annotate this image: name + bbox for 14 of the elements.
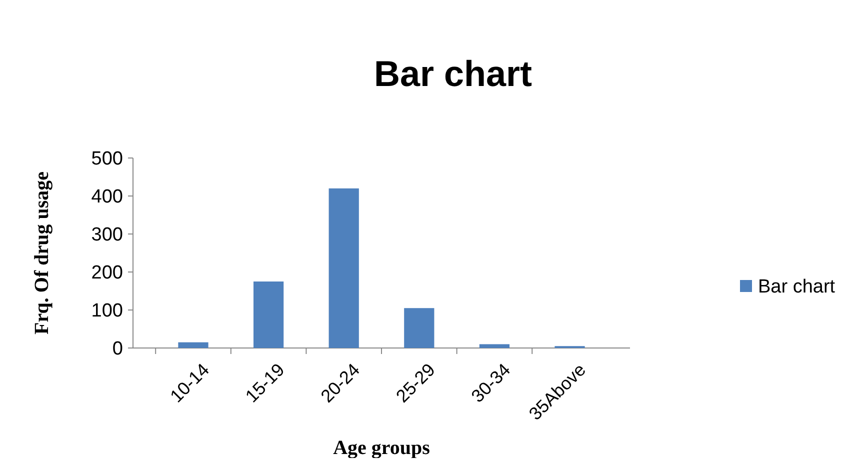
y-tick-label: 0 — [112, 338, 123, 360]
y-axis-title: Frq. Of drug usage — [31, 171, 53, 334]
bar — [178, 342, 208, 348]
y-tick-label: 400 — [91, 186, 123, 208]
y-tick-label: 500 — [91, 148, 123, 170]
bar — [328, 188, 359, 348]
chart-title: Bar chart — [374, 53, 532, 94]
y-tick-label: 300 — [91, 224, 123, 246]
bar — [479, 344, 510, 348]
bar — [253, 282, 284, 348]
legend-label: Bar chart — [758, 276, 836, 298]
y-tick-label: 200 — [91, 262, 123, 284]
y-tick-label: 100 — [91, 300, 123, 322]
bar — [404, 308, 434, 348]
